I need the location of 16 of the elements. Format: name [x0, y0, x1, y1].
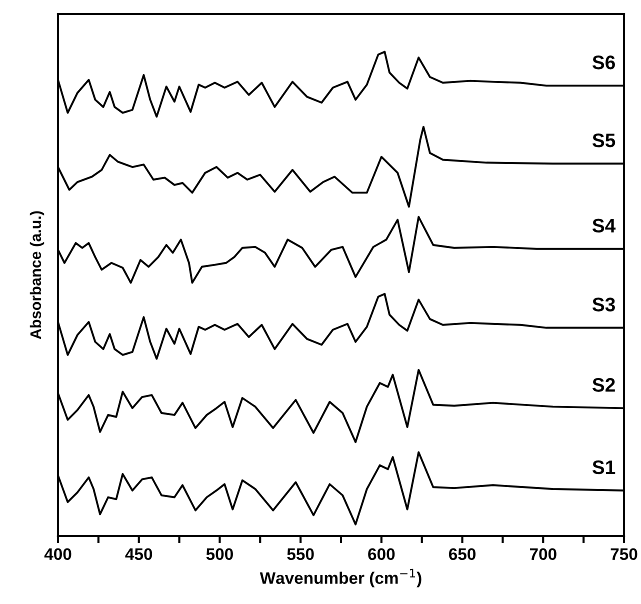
series-label: S5: [592, 134, 616, 148]
x-tick-label: 600: [368, 548, 395, 560]
x-axis-title: Wavenumber (cm$^{−1}$): [260, 568, 422, 588]
x-tick-label: 500: [206, 548, 233, 560]
series-label: S1: [592, 460, 616, 474]
x-tick-label: 650: [448, 548, 476, 560]
x-tick-label: 700: [530, 548, 556, 560]
y-axis-title: Absorbance (a.u.): [30, 211, 44, 340]
x-tick-label: 750: [610, 548, 638, 560]
x-tick-label: 400: [44, 548, 72, 560]
series-label: S4: [592, 218, 616, 233]
series-label: S6: [592, 56, 615, 70]
x-tick-label: 550: [287, 548, 314, 560]
x-tick-label: 450: [125, 548, 152, 560]
series-label: S3: [592, 298, 615, 312]
series-label: S2: [592, 378, 615, 392]
